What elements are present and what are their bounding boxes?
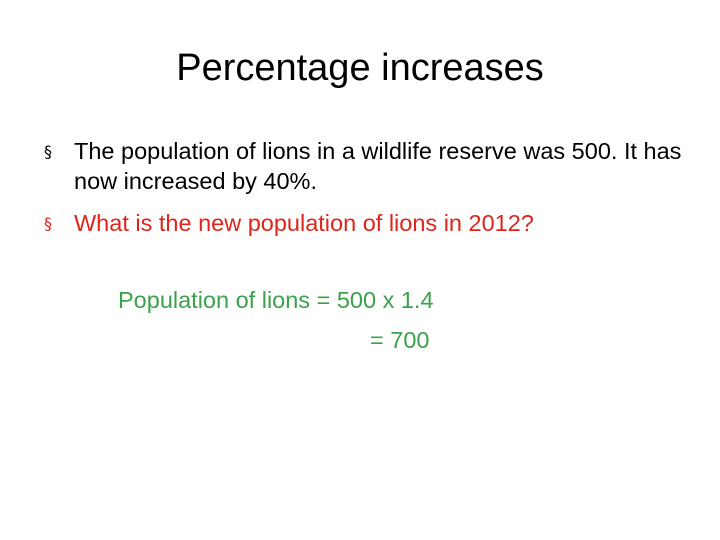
slide-title: Percentage increases (176, 47, 544, 89)
bullet-item-problem: § The population of lions in a wildlife … (44, 136, 704, 196)
bullet-marker-icon: § (44, 214, 52, 233)
bullet-text-problem: The population of lions in a wildlife re… (74, 138, 682, 194)
bullet-list: § The population of lions in a wildlife … (44, 136, 704, 250)
answer-line-1: Population of lions = 500 x 1.4 (118, 287, 434, 313)
bullet-text-question: What is the new population of lions in 2… (74, 210, 534, 236)
bullet-item-question: § What is the new population of lions in… (44, 208, 704, 238)
answer-line-2: = 700 (370, 327, 430, 353)
bullet-marker-icon: § (44, 142, 52, 161)
